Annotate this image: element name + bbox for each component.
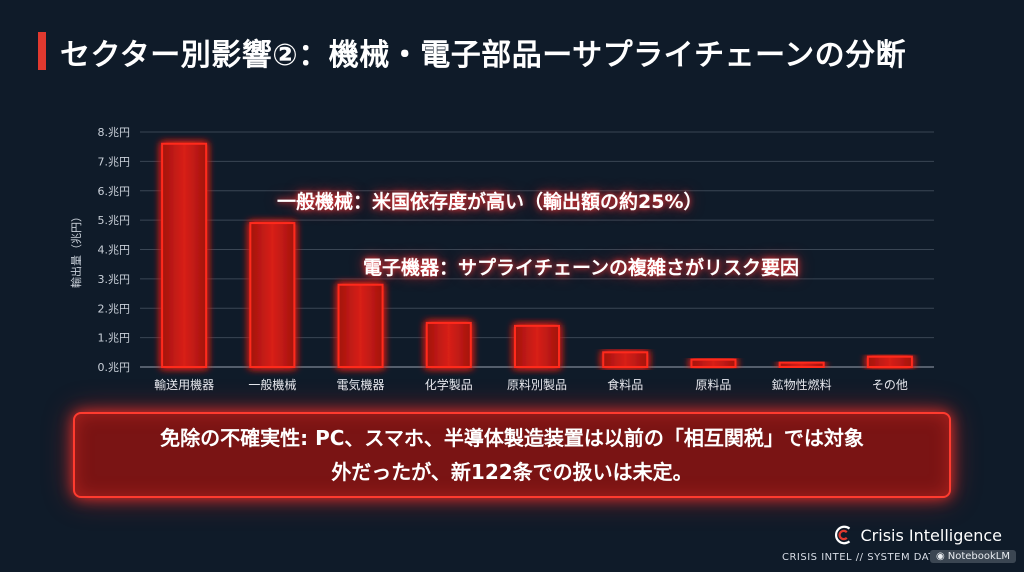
crisis-intelligence-logo-icon bbox=[834, 525, 850, 545]
y-tick-label: 7.兆円 bbox=[98, 155, 131, 168]
bar bbox=[514, 324, 560, 368]
y-tick-label: 3.兆円 bbox=[98, 273, 131, 286]
brand-name: Crisis Intelligence bbox=[860, 525, 1003, 545]
x-tick-label: 一般機械 bbox=[248, 377, 296, 392]
bar-chart: 0.兆円 1.兆円 2.兆円 3.兆円 4.兆円 5.兆円 6.兆円 7.兆円 8.兆円輸出量（… bbox=[69, 126, 934, 392]
y-tick-label: 0.兆円 bbox=[98, 361, 131, 374]
annotation-general-machinery: 一般機械：米国依存度が高い（輸出額の約25%） bbox=[277, 191, 703, 213]
callout-text: 免除の不確実性: PC、スマホ、半導体製造装置は以前の「相互関税」では対象外だっ… bbox=[160, 426, 864, 484]
bar bbox=[337, 283, 384, 368]
axis-labels: 0.兆円 1.兆円 2.兆円 3.兆円 4.兆円 5.兆円 6.兆円 7.兆円 8.兆円輸出量（… bbox=[69, 126, 908, 392]
annotation-electronics: 電子機器：サプライチェーンの複雑さがリスク要因 bbox=[363, 257, 800, 279]
bar bbox=[690, 358, 737, 368]
y-axis-label: 輸出量（兆円） bbox=[69, 211, 83, 288]
bar bbox=[778, 361, 825, 368]
footer-text: CRISIS INTEL // SYSTEM DATE bbox=[782, 552, 942, 563]
y-tick-label: 8.兆円 bbox=[98, 126, 131, 139]
bar bbox=[866, 355, 913, 368]
x-tick-label: 原料品 bbox=[695, 378, 731, 392]
page-title: セクター別影響②：機械・電子部品ーサプライチェーンの分断 bbox=[60, 38, 907, 73]
x-tick-label: 食料品 bbox=[607, 377, 643, 392]
x-tick-label: 鉱物性燃料 bbox=[772, 377, 832, 392]
notebooklm-badge: ◉ NotebookLM bbox=[930, 550, 1016, 563]
badge-label: NotebookLM bbox=[947, 551, 1010, 562]
bar bbox=[425, 321, 472, 368]
x-tick-label: その他 bbox=[872, 378, 908, 392]
x-tick-label: 輸送用機器 bbox=[154, 377, 214, 392]
y-tick-label: 2.兆円 bbox=[98, 302, 131, 315]
x-tick-label: 化学製品 bbox=[425, 377, 473, 392]
x-tick-label: 電気機器 bbox=[337, 377, 385, 392]
notebooklm-icon: ◉ bbox=[936, 551, 945, 562]
x-tick-label: 原料別製品 bbox=[507, 378, 567, 392]
title-accent-bar bbox=[38, 32, 46, 70]
y-tick-label: 4.兆円 bbox=[98, 244, 131, 257]
bars bbox=[161, 142, 913, 368]
exemption-callout: 免除の不確実性: PC、スマホ、半導体製造装置は以前の「相互関税」では対象外だっ… bbox=[73, 412, 951, 498]
bar bbox=[161, 142, 208, 368]
y-tick-label: 5.兆円 bbox=[98, 214, 131, 227]
y-tick-label: 6.兆円 bbox=[98, 185, 131, 198]
brand: Crisis Intelligence bbox=[833, 524, 1003, 546]
y-tick-label: 1.兆円 bbox=[98, 332, 131, 345]
bar bbox=[249, 222, 296, 368]
bar bbox=[602, 351, 649, 368]
